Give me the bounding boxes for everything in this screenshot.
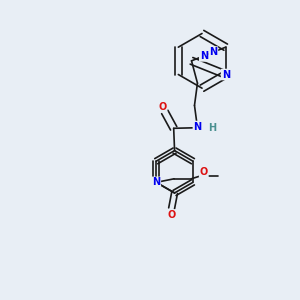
Text: O: O: [158, 102, 166, 112]
Text: N: N: [152, 177, 160, 188]
Text: N: N: [209, 47, 217, 57]
Text: O: O: [200, 167, 208, 177]
Text: N: N: [222, 70, 230, 80]
Text: N: N: [194, 122, 202, 131]
Text: O: O: [167, 210, 176, 220]
Text: N: N: [200, 51, 208, 61]
Text: H: H: [208, 123, 216, 133]
